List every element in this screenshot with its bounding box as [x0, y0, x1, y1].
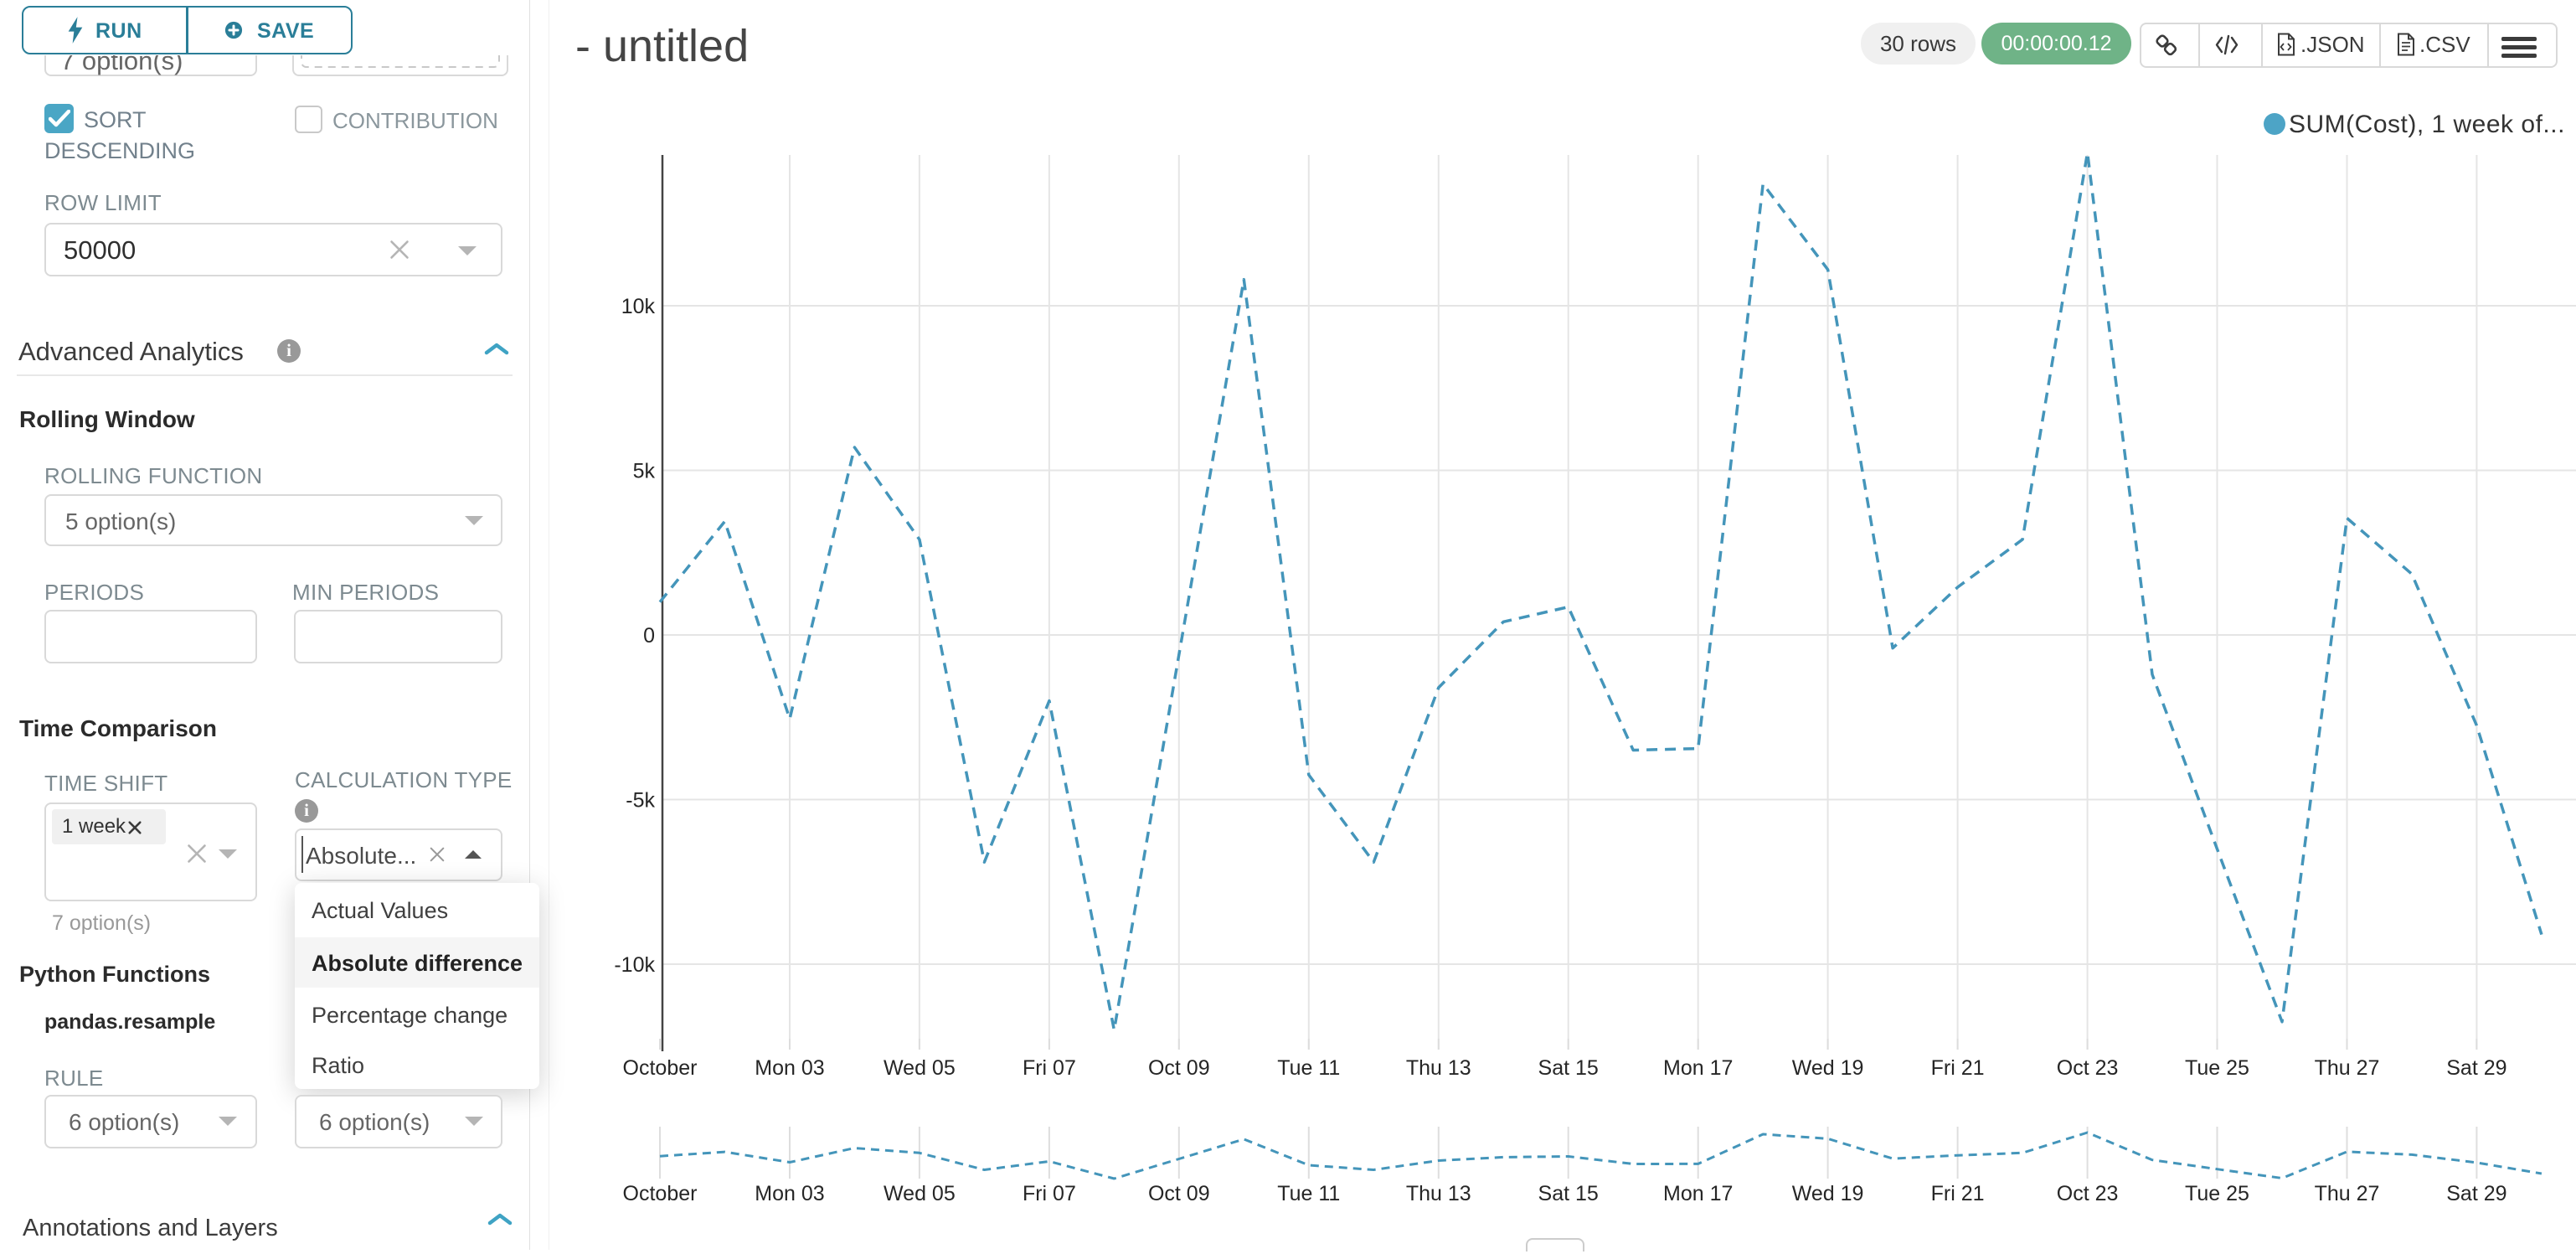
svg-text:Oct 23: Oct 23: [2057, 1056, 2119, 1080]
svg-text:Wed 05: Wed 05: [884, 1056, 956, 1080]
svg-text:Thu 13: Thu 13: [1406, 1182, 1471, 1205]
svg-text:Thu 13: Thu 13: [1406, 1056, 1471, 1080]
svg-text:-10k: -10k: [614, 953, 655, 977]
svg-text:Fri 07: Fri 07: [1023, 1182, 1076, 1205]
svg-text:Sat 15: Sat 15: [1538, 1182, 1599, 1205]
svg-text:Thu 27: Thu 27: [2315, 1056, 2380, 1080]
svg-text:Fri 07: Fri 07: [1023, 1056, 1076, 1080]
svg-text:Oct 09: Oct 09: [1148, 1056, 1210, 1080]
svg-text:Tue 25: Tue 25: [2185, 1056, 2249, 1080]
svg-text:Fri 21: Fri 21: [1931, 1056, 1985, 1080]
svg-text:Oct 09: Oct 09: [1148, 1182, 1210, 1205]
svg-text:Fri 21: Fri 21: [1931, 1182, 1985, 1205]
svg-text:Tue 11: Tue 11: [1277, 1182, 1340, 1205]
svg-text:-5k: -5k: [626, 789, 655, 813]
svg-text:0: 0: [643, 624, 655, 648]
svg-text:10k: 10k: [621, 295, 656, 318]
svg-text:Sat 29: Sat 29: [2446, 1182, 2506, 1205]
svg-text:October: October: [623, 1182, 698, 1205]
svg-text:Thu 27: Thu 27: [2315, 1182, 2380, 1205]
svg-text:Mon 03: Mon 03: [755, 1056, 824, 1080]
svg-text:Sat 29: Sat 29: [2446, 1056, 2506, 1080]
svg-text:Wed 19: Wed 19: [1792, 1056, 1864, 1080]
svg-text:October: October: [623, 1056, 698, 1080]
svg-text:Wed 05: Wed 05: [884, 1182, 956, 1205]
svg-text:Mon 17: Mon 17: [1663, 1056, 1733, 1080]
svg-text:Sat 15: Sat 15: [1538, 1056, 1599, 1080]
svg-text:Tue 25: Tue 25: [2185, 1182, 2249, 1205]
svg-text:Oct 23: Oct 23: [2057, 1182, 2119, 1205]
svg-text:5k: 5k: [633, 460, 656, 483]
svg-text:Mon 17: Mon 17: [1663, 1182, 1733, 1205]
svg-text:Wed 19: Wed 19: [1792, 1182, 1864, 1205]
svg-text:Tue 11: Tue 11: [1277, 1056, 1340, 1080]
svg-text:Mon 03: Mon 03: [755, 1182, 824, 1205]
